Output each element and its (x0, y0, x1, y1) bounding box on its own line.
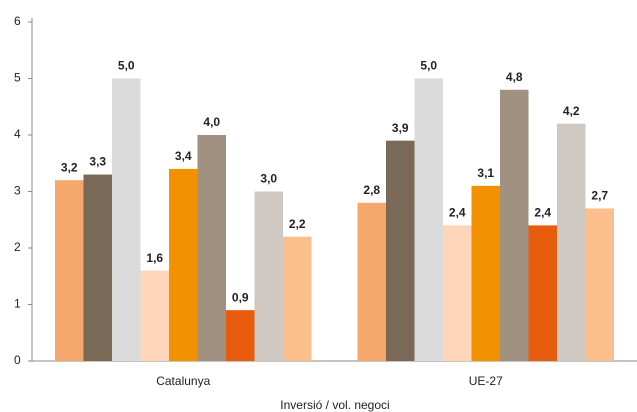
bar (528, 225, 557, 361)
value-label: 2,2 (289, 217, 306, 231)
y-tick-label: 3 (14, 184, 21, 198)
bar (557, 123, 586, 361)
value-label: 3,2 (61, 160, 78, 174)
y-tick-label: 4 (14, 127, 21, 141)
value-label: 2,4 (534, 206, 551, 220)
y-tick-label: 2 (14, 240, 21, 254)
bar (283, 236, 312, 361)
bar (386, 140, 415, 361)
bar (471, 185, 500, 361)
bar (197, 135, 226, 361)
value-label: 3,3 (89, 155, 106, 169)
x-tick-label: Catalunya (156, 374, 210, 388)
value-label: 0,9 (232, 290, 249, 304)
value-label: 2,7 (591, 189, 608, 203)
value-label: 4,0 (203, 115, 220, 129)
y-tick-label: 6 (14, 14, 21, 28)
y-tick-label: 1 (14, 297, 21, 311)
bar (83, 174, 112, 361)
x-tick-label: UE-27 (469, 374, 503, 388)
value-label: 3,0 (260, 172, 277, 186)
bar (112, 78, 141, 361)
bar (140, 270, 169, 361)
bar (500, 89, 529, 362)
bar (226, 310, 255, 361)
x-axis-title: Inversió / vol. negoci (280, 398, 389, 412)
value-label: 4,2 (563, 104, 580, 118)
value-label: 5,0 (118, 59, 135, 73)
value-label: 2,4 (449, 206, 466, 220)
value-label: 5,0 (420, 59, 437, 73)
value-label: 1,6 (146, 251, 163, 265)
value-label: 4,8 (506, 70, 523, 84)
bar (443, 225, 472, 361)
y-tick-label: 5 (14, 71, 21, 85)
y-tick-label: 0 (14, 353, 21, 367)
value-label: 3,4 (175, 149, 192, 163)
bar (357, 202, 386, 361)
bar (585, 208, 614, 361)
bar (414, 78, 443, 361)
value-label: 3,9 (392, 121, 409, 135)
bar (169, 168, 198, 361)
value-label: 3,1 (477, 166, 494, 180)
bar (254, 191, 283, 361)
value-label: 2,8 (363, 183, 380, 197)
bar (55, 180, 84, 361)
